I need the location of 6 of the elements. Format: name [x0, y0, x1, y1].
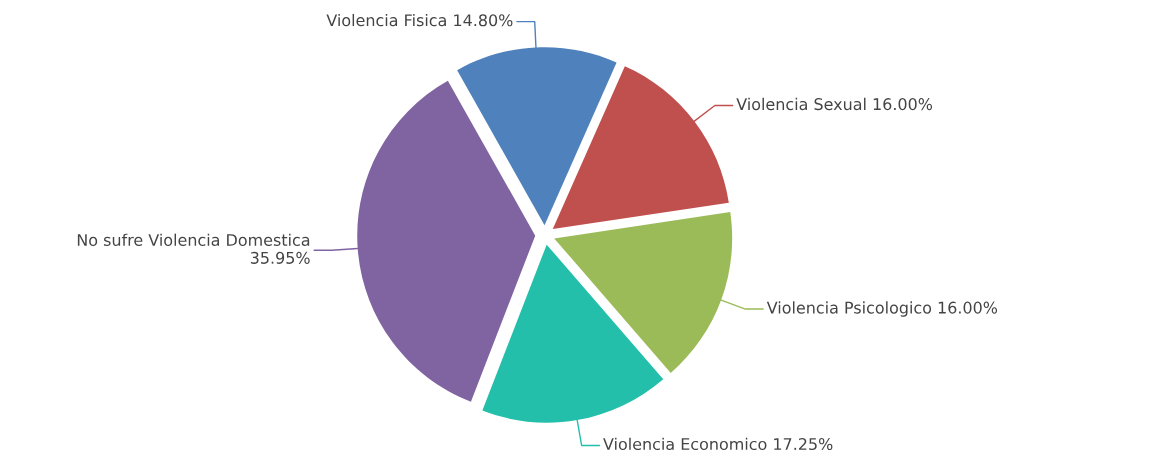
- slice-label: Violencia Economico 17.25%: [603, 437, 833, 451]
- slice-label: Violencia Psicologico 16.00%: [766, 301, 998, 317]
- slice-label: Violencia Fisica 14.80%: [326, 13, 513, 27]
- data-label: 35.95%: [250, 251, 310, 264]
- slice-label: No sufre Violencia Domestica: [77, 233, 310, 246]
- slice-label: Violencia Sexual 16.00%: [736, 97, 933, 111]
